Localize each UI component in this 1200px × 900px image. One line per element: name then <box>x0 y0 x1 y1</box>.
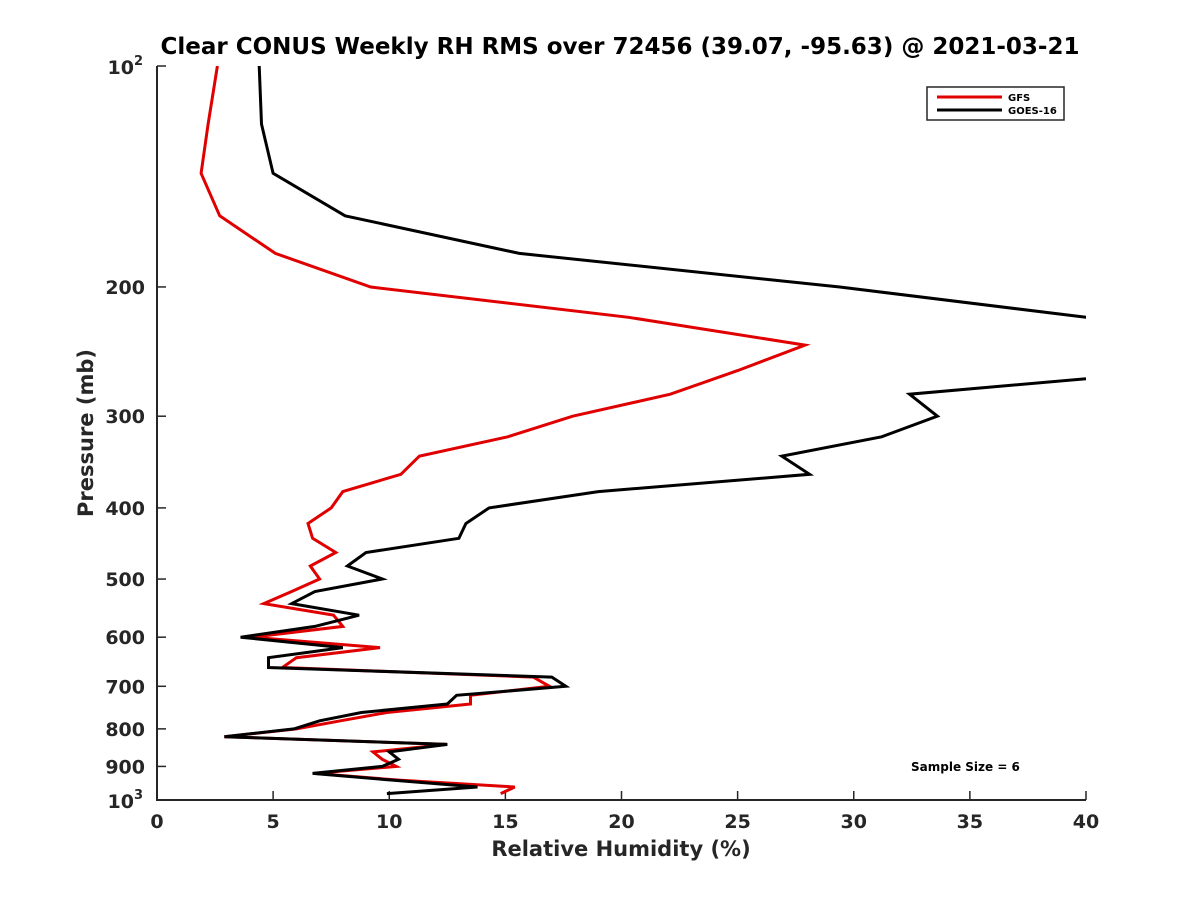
x-tick-label: 20 <box>608 811 634 833</box>
y-tick-label: 103 <box>108 788 144 813</box>
x-tick-label: 25 <box>724 811 750 833</box>
y-ticks: 102 200 300 400 500 600 700 800 900 103 <box>105 54 166 813</box>
sample-size-annotation: Sample Size = 6 <box>911 760 1020 774</box>
y-tick-label: 700 <box>105 676 145 698</box>
series-line-goes-16 <box>224 66 1086 796</box>
x-tick-label: 30 <box>841 811 867 833</box>
y-tick-label: 600 <box>105 627 145 649</box>
chart-title: Clear CONUS Weekly RH RMS over 72456 (39… <box>161 34 1080 60</box>
y-tick-label: 200 <box>105 277 145 299</box>
x-axis-label: Relative Humidity (%) <box>491 837 750 861</box>
x-tick-label: 10 <box>376 811 402 833</box>
x-tick-label: 5 <box>267 811 280 833</box>
y-tick-label: 800 <box>105 719 145 741</box>
legend: GFS GOES-16 <box>926 86 1065 121</box>
x-tick-label: 40 <box>1073 811 1099 833</box>
legend-box <box>926 86 1065 121</box>
axes: 0 5 10 15 20 25 30 35 40 102 200 300 400 500 600 700 80… <box>105 54 1099 833</box>
y-tick-label: 300 <box>105 406 145 428</box>
y-tick-label: 400 <box>105 498 145 520</box>
x-ticks: 0 5 10 15 20 25 30 35 40 <box>150 791 1099 833</box>
x-tick-label: 0 <box>150 811 163 833</box>
legend-label-gfs: GFS <box>1008 93 1030 104</box>
y-tick-label: 102 <box>108 54 144 79</box>
legend-label-goes-16: GOES-16 <box>1008 106 1057 117</box>
series-layer <box>199 66 1086 796</box>
x-tick-label: 35 <box>957 811 983 833</box>
y-axis-label: Pressure (mb) <box>74 349 98 517</box>
y-tick-label: 500 <box>105 569 145 591</box>
series-line-gfs <box>199 66 811 795</box>
x-tick-label: 15 <box>492 811 518 833</box>
y-tick-label: 900 <box>105 756 145 778</box>
